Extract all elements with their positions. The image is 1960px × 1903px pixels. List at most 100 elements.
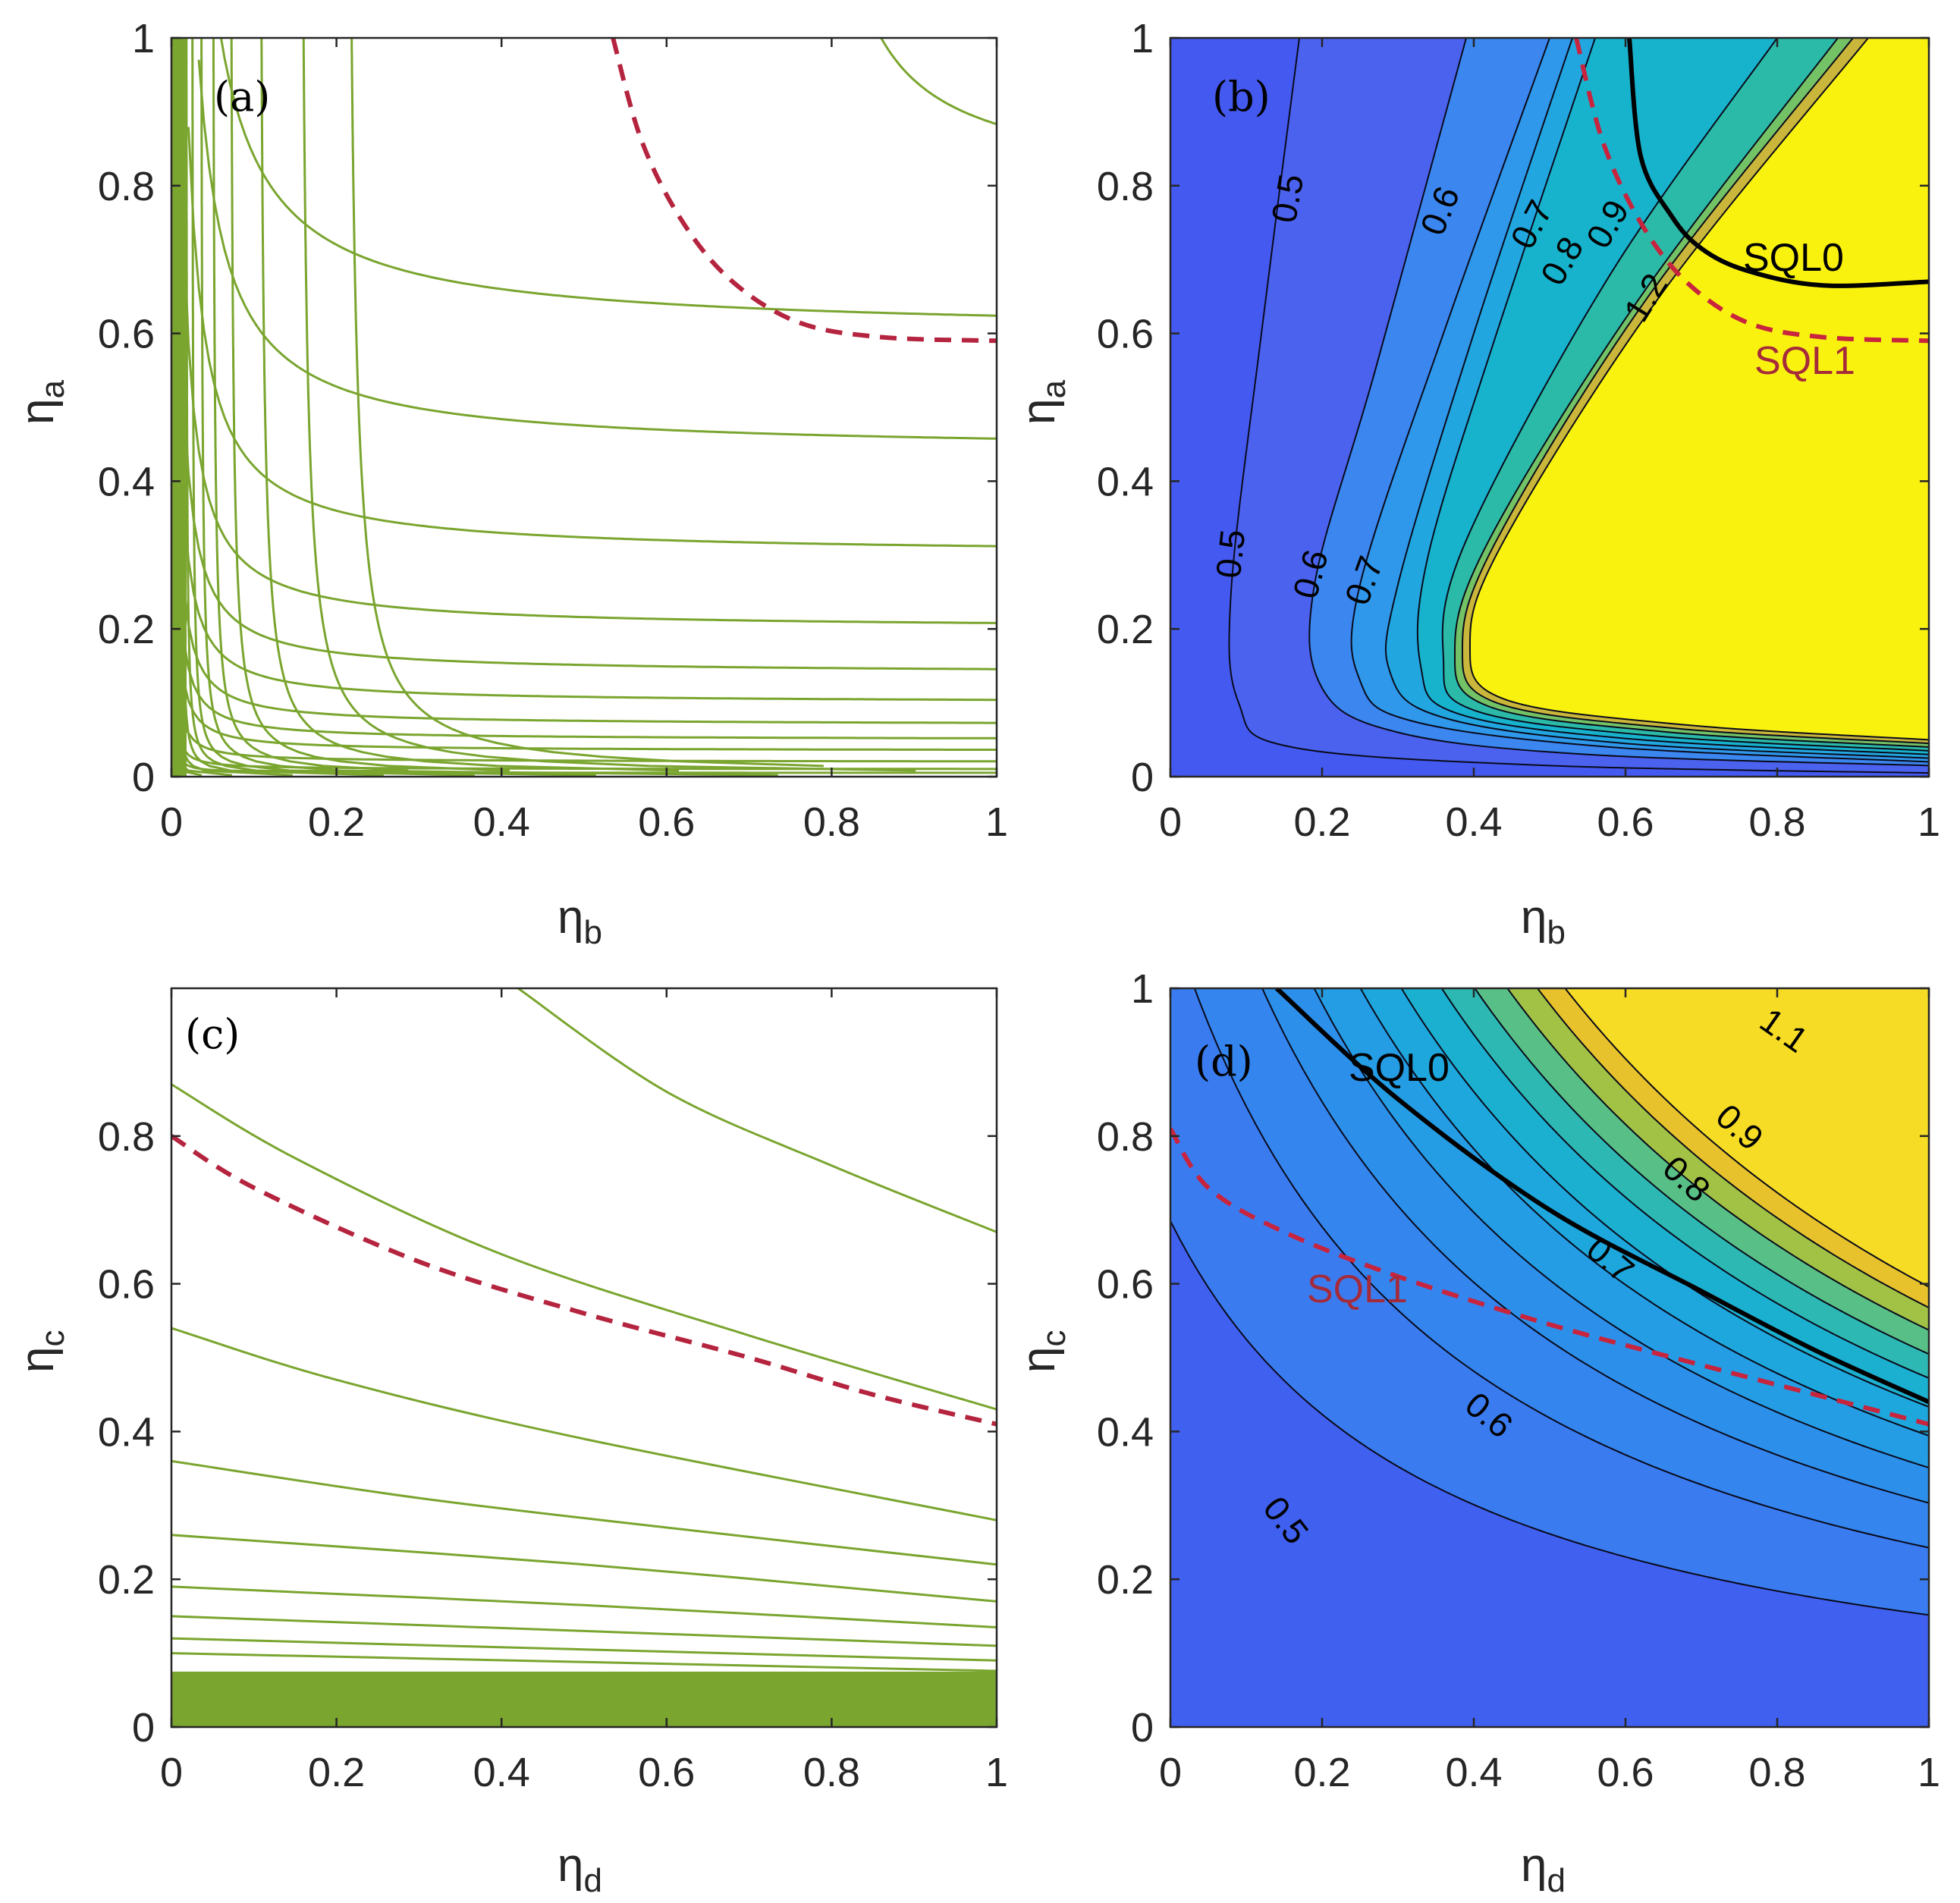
x-tick-label: 0.6 <box>638 1750 695 1795</box>
x-tick-label: 0.4 <box>473 1750 530 1795</box>
contour-line <box>1440 988 1929 1379</box>
panel-d-xlabel: ηd <box>1521 1839 1566 1899</box>
contour-line-vertical <box>173 38 233 777</box>
dashed-boundary-curve <box>171 1134 997 1427</box>
y-tick-label: 0.8 <box>98 164 155 209</box>
panel-c: 0 0.2 0.4 0.6 0.8 1 0 0.2 0.4 0.6 0.8 (c) ηd ηc <box>11 987 1008 1899</box>
contour-line <box>171 1327 997 1521</box>
contour-line <box>177 171 997 670</box>
contour-line-vertical <box>181 38 384 777</box>
y-tick-label: 0.6 <box>1097 1262 1154 1308</box>
contour-line <box>1416 38 1929 755</box>
x-tick-label: 1 <box>985 1750 1008 1795</box>
panel-d-axes-box <box>1169 987 1930 1729</box>
y-tick-label: 0 <box>132 755 155 800</box>
panel-b-axes-box <box>1169 36 1930 778</box>
filled-contour-region <box>1469 38 1929 740</box>
y-tick-label: 0.2 <box>98 1557 155 1603</box>
contour-line <box>177 344 997 702</box>
panel-b-ticks: 0 0.2 0.4 0.6 0.8 1 0 0.2 0.4 0.6 0.8 1 <box>1097 16 1940 845</box>
x-tick-label: 1 <box>1918 1750 1940 1795</box>
x-tick-label: 0 <box>160 799 183 845</box>
panel-c-label: (c) <box>185 1010 240 1058</box>
contour-line <box>171 1534 997 1603</box>
y-tick-label: 0 <box>1131 1705 1154 1751</box>
panel-a-axes-box <box>170 36 998 778</box>
contour-line <box>1228 38 1929 774</box>
y-tick-label: 0.2 <box>1097 607 1154 652</box>
y-tick-label: 0 <box>1131 755 1154 800</box>
panel-a-ylabel: ηa <box>11 380 71 425</box>
x-tick-label: 0.4 <box>473 799 530 845</box>
y-tick-label: 0.4 <box>98 1409 155 1455</box>
y-tick-label: 0.8 <box>1097 164 1154 209</box>
filled-contour-region <box>1565 988 1929 1287</box>
panel-a-ticks: 0 0.2 0.4 0.6 0.8 1 0 0.2 0.4 0.6 0.8 1 <box>98 16 1008 845</box>
contour-line <box>1474 988 1929 1355</box>
contour-line <box>1400 988 1929 1408</box>
contour-line <box>1536 988 1929 1308</box>
sql-label-sql1: SQL1 <box>1754 339 1855 383</box>
contour-line <box>1313 988 1929 1469</box>
x-tick-label: 0.6 <box>1597 799 1654 845</box>
contour-line <box>1564 988 1929 1288</box>
contour-line-vertical <box>260 38 680 772</box>
panel-c-axes-box <box>170 987 998 1729</box>
x-tick-label: 0.6 <box>638 799 695 845</box>
panel-a-label: (a) <box>214 73 270 121</box>
panel-b-xlabel: ηb <box>1521 891 1566 951</box>
contour-line <box>1453 38 1929 748</box>
contour-line-vertical <box>191 38 596 777</box>
sql-curve-sql0 <box>1627 38 1929 288</box>
panel-c-xlabel: ηd <box>558 1839 602 1899</box>
panel-a-contours <box>171 38 997 777</box>
contour-line <box>177 473 997 724</box>
y-tick-label: 0.4 <box>1097 1409 1154 1455</box>
contour-line <box>171 466 997 763</box>
contour-value-label: 0.5 <box>1264 171 1311 225</box>
contour-line <box>1308 38 1929 767</box>
contour-line <box>517 988 997 1233</box>
contour-line <box>171 1459 997 1566</box>
y-tick-label: 0.4 <box>1097 459 1154 504</box>
sql-curve-sql0 <box>1274 988 1929 1405</box>
x-tick-label: 0.2 <box>1293 1750 1350 1795</box>
sql-curve-sql1 <box>1170 1127 1929 1427</box>
contour-line <box>1359 988 1929 1437</box>
contour-line <box>1441 38 1929 752</box>
x-tick-label: 0.8 <box>1748 799 1805 845</box>
contour-line <box>1506 988 1929 1331</box>
y-tick-label: 0.2 <box>1097 1557 1154 1603</box>
y-tick-label: 1 <box>1131 16 1154 61</box>
x-tick-label: 0.2 <box>1293 799 1350 845</box>
y-tick-label: 0 <box>132 1705 155 1751</box>
y-tick-label: 0.2 <box>98 607 155 652</box>
x-tick-label: 0.4 <box>1445 1750 1502 1795</box>
panel-b-ylabel: ηa <box>1013 380 1073 425</box>
panel-c-ylabel: ηc <box>11 1330 71 1373</box>
contour-line <box>171 1083 997 1411</box>
y-tick-label: 0.6 <box>98 312 155 357</box>
sql-label-sql0: SQL0 <box>1743 236 1844 280</box>
sql-curve-sql1 <box>1574 38 1929 344</box>
contour-line-vertical <box>302 38 916 772</box>
panel-d-ticks: 0 0.2 0.4 0.6 0.8 1 0 0.2 0.4 0.6 0.8 1 <box>1097 966 1940 1795</box>
contour-line <box>1461 38 1929 745</box>
y-tick-label: 0.6 <box>1097 312 1154 357</box>
x-tick-label: 1 <box>1918 799 1940 845</box>
dense-contour-band <box>171 1671 997 1727</box>
x-tick-label: 0.8 <box>803 1750 860 1795</box>
contour-line-vertical <box>185 38 475 777</box>
contour-line <box>219 38 997 317</box>
contour-value-label: 0.5 <box>1208 528 1252 580</box>
x-tick-label: 0.2 <box>308 1750 365 1795</box>
x-tick-label: 1 <box>985 799 1008 845</box>
y-tick-label: 1 <box>132 16 155 61</box>
x-tick-label: 0.8 <box>803 799 860 845</box>
contour-line <box>1350 38 1929 763</box>
contour-line <box>1193 988 1929 1549</box>
